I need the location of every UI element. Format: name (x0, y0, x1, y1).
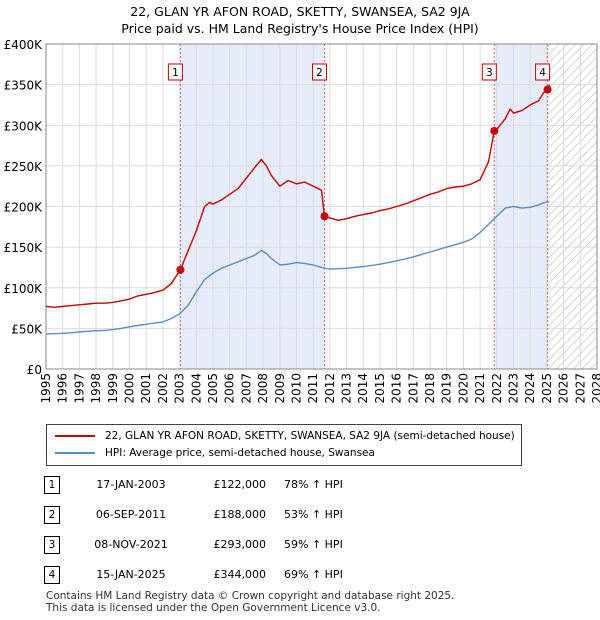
sale-label-box (312, 63, 328, 81)
x-tick-label: 2006 (223, 373, 237, 404)
sale-label: 4 (539, 67, 546, 79)
x-tick-label: 2028 (590, 373, 600, 404)
sale-number: 4 (44, 566, 60, 584)
sale-number: 2 (44, 506, 60, 524)
x-tick-label: 2003 (173, 373, 187, 404)
x-tick-label: 2002 (156, 373, 170, 404)
table-row: 2 06-SEP-2011 £188,000 53% ↑ HPI (0, 506, 600, 526)
sale-number: 3 (44, 536, 60, 554)
table-row: 3 08-NOV-2021 £293,000 59% ↑ HPI (0, 536, 600, 556)
sale-price: £293,000 (213, 538, 267, 551)
legend-swatch-hpi (55, 452, 95, 454)
sale-label-box (535, 63, 551, 81)
y-tick-label: £400K (4, 38, 44, 52)
x-tick-label: 2020 (456, 373, 470, 404)
sale-hpi: 53% ↑ HPI (284, 508, 343, 521)
x-tick-label: 2022 (490, 373, 504, 404)
x-tick-label: 2008 (256, 373, 270, 404)
sale-date: 17-JAN-2003 (96, 478, 166, 491)
sale-point (543, 85, 552, 94)
footer: Contains HM Land Registry data © Crown c… (46, 590, 454, 614)
x-tick-label: 2009 (273, 373, 287, 404)
y-tick-label: £150K (4, 241, 44, 255)
sale-label-box (481, 63, 497, 81)
legend-item-property: 22, GLAN YR AFON ROAD, SKETTY, SWANSEA, … (55, 430, 515, 442)
sale-hpi: 59% ↑ HPI (284, 538, 343, 551)
y-tick-label: £250K (4, 160, 44, 174)
x-tick-label: 2011 (306, 373, 320, 404)
y-tick-label: £350K (4, 79, 44, 93)
y-tick-label: £100K (4, 282, 44, 296)
x-tick-label: 2016 (390, 373, 404, 404)
x-tick-label: 2021 (473, 373, 487, 404)
legend-swatch-property (55, 435, 95, 437)
x-tick-label: 2010 (289, 373, 303, 404)
sale-date: 06-SEP-2011 (95, 508, 167, 521)
x-tick-label: 2005 (206, 373, 220, 404)
x-tick-label: 2015 (373, 373, 387, 404)
y-tick-label: £0 (27, 363, 42, 377)
x-tick-label: 2019 (440, 373, 454, 404)
y-tick-label: £200K (4, 201, 44, 215)
legend-item-hpi: HPI: Average price, semi-detached house,… (55, 447, 375, 459)
y-tick-label: £50K (11, 322, 43, 336)
sale-hpi: 69% ↑ HPI (284, 568, 343, 581)
sale-label: 2 (316, 67, 323, 79)
x-tick-label: 2017 (406, 373, 420, 404)
sale-number: 1 (44, 476, 60, 494)
sale-date: 15-JAN-2025 (96, 568, 166, 581)
sale-price: £344,000 (213, 568, 267, 581)
x-tick-label: 2004 (189, 373, 203, 404)
sale-label: 1 (172, 67, 179, 79)
property-price-line (45, 84, 551, 308)
x-tick-label: 2023 (507, 373, 521, 404)
sale-point (320, 212, 329, 221)
price-chart: £0 £50K £100K £150K £200K £250K £300K £350K £400… (4, 38, 600, 404)
footer-licence: This data is licensed under the Open Gov… (46, 602, 381, 614)
hpi-line (45, 200, 550, 335)
legend-label-hpi: HPI: Average price, semi-detached house,… (105, 447, 375, 459)
footer-copyright: Contains HM Land Registry data © Crown c… (46, 590, 455, 602)
x-tick-label: 2024 (523, 373, 537, 404)
x-tick-label: 1997 (72, 373, 86, 404)
x-tick-label: 2013 (340, 373, 354, 404)
x-tick-label: 1998 (89, 373, 103, 404)
sale-label: 3 (486, 67, 493, 79)
x-tick-label: 2026 (557, 373, 571, 404)
x-tick-label: 2012 (323, 373, 337, 404)
sale-label-box (167, 63, 183, 81)
x-tick-label: 2027 (573, 373, 587, 404)
chart-subtitle: Price paid vs. HM Land Registry's House … (121, 21, 479, 36)
x-tick-label: 2018 (423, 373, 437, 404)
sale-point (176, 265, 185, 274)
plot-border (45, 43, 598, 370)
x-tick-label: 1999 (106, 373, 120, 404)
x-tick-label: 2025 (540, 373, 554, 404)
y-tick-label: £300K (4, 119, 44, 133)
legend-label-property: 22, GLAN YR AFON ROAD, SKETTY, SWANSEA, … (105, 430, 515, 442)
x-tick-label: 2001 (139, 373, 153, 404)
sale-hpi: 78% ↑ HPI (284, 478, 343, 491)
table-row: 1 17-JAN-2003 £122,000 78% ↑ HPI (0, 476, 600, 496)
chart-title: 22, GLAN YR AFON ROAD, SKETTY, SWANSEA, … (130, 4, 470, 19)
table-row: 4 15-JAN-2025 £344,000 69% ↑ HPI (0, 566, 600, 586)
sale-date: 08-NOV-2021 (94, 538, 168, 551)
sale-point (490, 126, 499, 135)
x-tick-label: 1996 (56, 373, 70, 404)
x-tick-label: 2007 (239, 373, 253, 404)
x-tick-label: 1995 (39, 373, 53, 404)
legend: 22, GLAN YR AFON ROAD, SKETTY, SWANSEA, … (46, 424, 522, 466)
x-tick-label: 2000 (122, 373, 136, 404)
sale-price: £188,000 (213, 508, 267, 521)
x-tick-label: 2014 (356, 373, 370, 404)
sale-price: £122,000 (213, 478, 267, 491)
